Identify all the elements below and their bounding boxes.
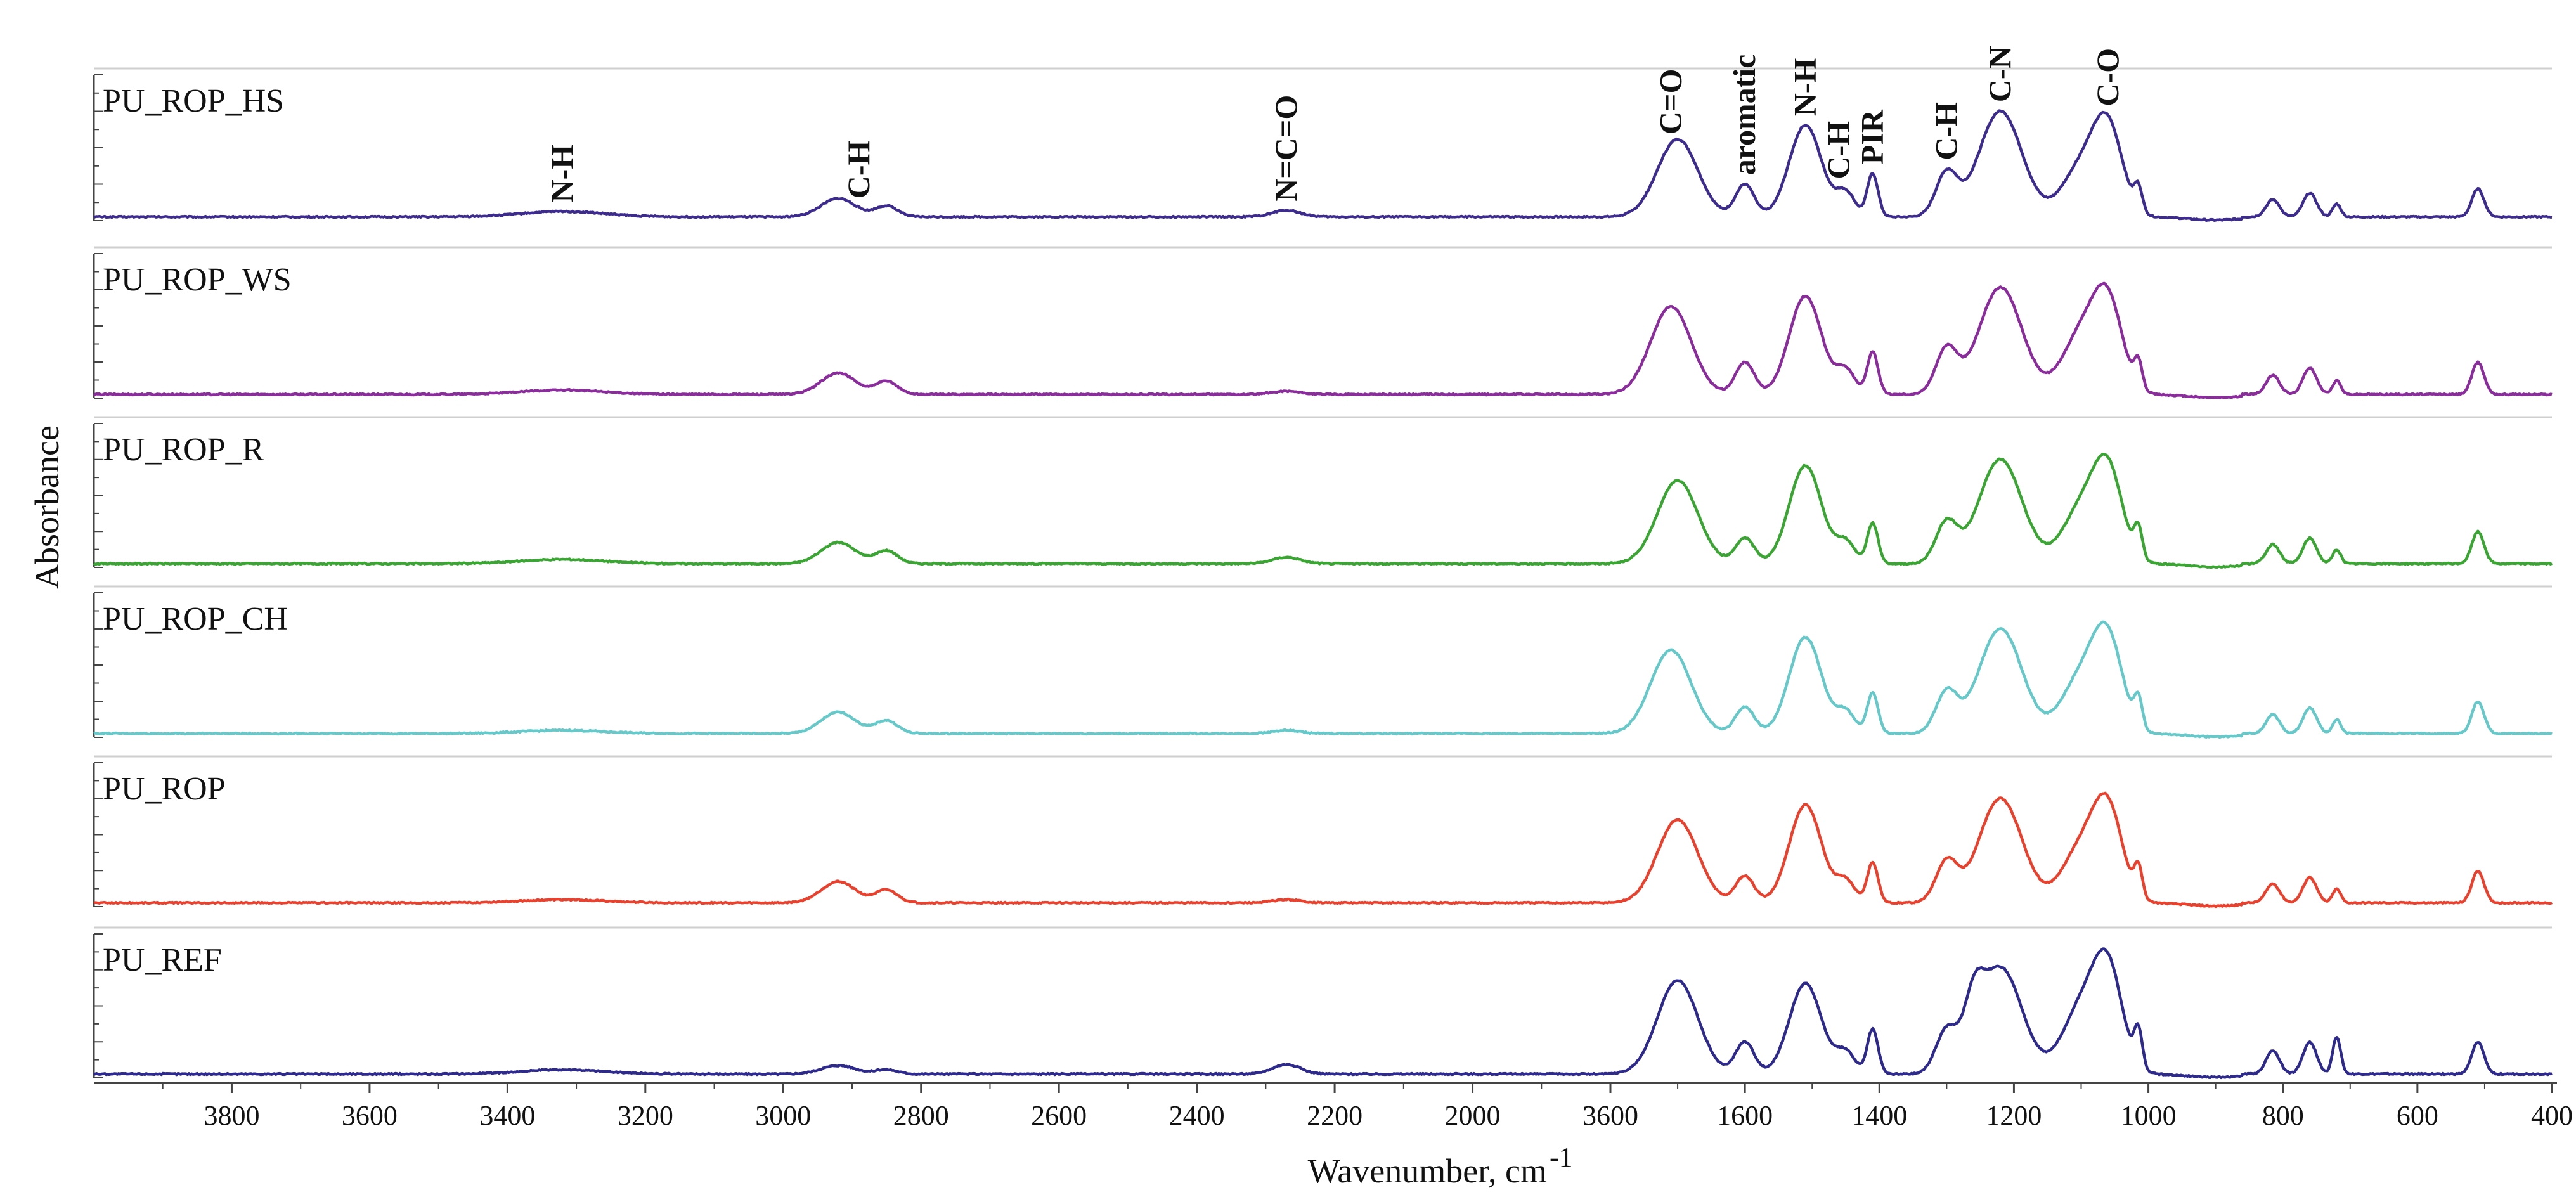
x-tick-label: 1400 — [1851, 1100, 1907, 1131]
x-tick-label: 3600 — [342, 1100, 398, 1131]
panel-pu-rop-ch: PU_ROP_CH — [93, 585, 2553, 739]
peak-annotation: C-H — [1928, 102, 1964, 160]
peak-annotation: PIR — [1854, 109, 1890, 164]
y-axis-title: Absorbance — [28, 425, 66, 589]
series-label: PU_ROP — [103, 771, 226, 807]
series-label: PU_REF — [103, 942, 222, 978]
peak-annotation: C-H — [1821, 121, 1856, 179]
series-label: PU_ROP_HS — [103, 83, 284, 119]
peak-annotation: N-H — [544, 145, 579, 203]
spectrum-line — [93, 281, 2553, 399]
x-tick-label: 1000 — [2121, 1100, 2177, 1131]
x-tick-label: 2600 — [1031, 1100, 1087, 1131]
panel-pu-ref: PU_REF — [93, 926, 2553, 1080]
x-tick-label: 3400 — [479, 1100, 535, 1131]
spectrum-line — [93, 620, 2553, 739]
x-tick-label: 3600 — [1582, 1100, 1638, 1131]
x-tick-label: 1600 — [1717, 1100, 1773, 1131]
x-tick-label: 800 — [2262, 1100, 2304, 1131]
x-axis-title: Wavenumber, cm — [1308, 1152, 1547, 1190]
peak-annotation: C-N — [1982, 46, 2017, 102]
x-tick-label: 2000 — [1445, 1100, 1501, 1131]
series-label: PU_ROP_R — [103, 432, 264, 468]
x-tick-label: 2800 — [893, 1100, 949, 1131]
x-tick-label: 600 — [2397, 1100, 2438, 1131]
spectrum-line — [93, 452, 2553, 569]
peak-annotation: C-O — [2090, 48, 2125, 107]
x-tick-label: 3000 — [755, 1100, 811, 1131]
x-tick-label: 400 — [2531, 1100, 2573, 1131]
series-label: PU_ROP_WS — [103, 262, 292, 298]
x-tick-label: 3800 — [204, 1100, 259, 1131]
spectrum-line — [93, 109, 2553, 223]
x-tick-label: 2400 — [1169, 1100, 1225, 1131]
x-tick-label: 1200 — [1986, 1100, 2042, 1131]
panel-pu-rop-ws: PU_ROP_WS — [93, 246, 2553, 399]
peak-annotation: N-H — [1787, 58, 1823, 117]
peak-annotation: C-H — [841, 140, 876, 198]
panel-pu-rop: PU_ROP — [93, 755, 2553, 909]
peak-annotation: N=C=O — [1268, 95, 1304, 202]
panel-pu-rop-r: PU_ROP_R — [93, 416, 2553, 569]
peak-annotation: aromatic — [1726, 55, 1762, 176]
x-tick-label: 3200 — [618, 1100, 673, 1131]
x-axis-title-superscript: -1 — [1550, 1142, 1573, 1173]
x-tick-label: 2200 — [1307, 1100, 1362, 1131]
panel-pu-rop-hs: PU_ROP_HS — [93, 67, 2553, 223]
spectrum-line — [93, 947, 2553, 1080]
series-label: PU_ROP_CH — [103, 601, 288, 637]
spectrum-line — [93, 791, 2553, 909]
peak-annotation: C=O — [1653, 69, 1688, 135]
